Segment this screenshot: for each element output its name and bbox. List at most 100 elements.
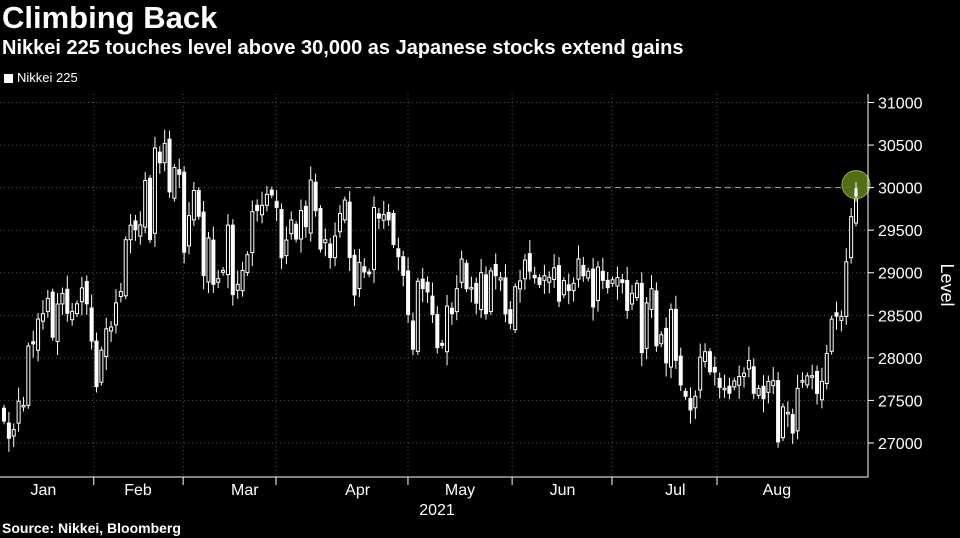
candle-body-up	[109, 326, 114, 332]
candle-body-down	[557, 265, 562, 302]
candle-body-up	[498, 277, 503, 281]
candle-body-up	[649, 288, 654, 310]
candle-body-up	[756, 387, 761, 396]
candle-body-down	[65, 288, 70, 314]
candle	[600, 257, 605, 289]
candle	[79, 276, 84, 316]
candle-body-up	[839, 315, 844, 321]
candle	[722, 374, 727, 399]
candle	[615, 266, 620, 300]
candle	[118, 283, 123, 303]
candle	[123, 236, 128, 300]
candle	[449, 302, 454, 325]
candle	[323, 228, 328, 257]
candle-body-up	[152, 147, 157, 234]
candle-body-down	[376, 213, 381, 219]
candle-body-up	[123, 239, 128, 297]
candle	[143, 171, 148, 233]
candle-body-down	[790, 414, 795, 434]
candle-body-up	[795, 387, 800, 432]
y-tick-label: 27000	[878, 436, 923, 453]
candle	[557, 257, 562, 308]
candle-body-down	[605, 279, 610, 289]
candle-body-up	[260, 204, 265, 216]
candle	[16, 387, 21, 432]
candle	[99, 346, 104, 386]
candle-body-down	[313, 181, 318, 212]
candle-body-up	[703, 351, 708, 362]
candle-body-down	[133, 220, 138, 231]
legend: Nikkei 225	[4, 70, 78, 86]
candle-body-up	[240, 269, 245, 292]
candle-body-up	[522, 259, 527, 280]
candle-body-down	[751, 366, 756, 394]
candle-body-up	[79, 287, 84, 303]
candle	[698, 343, 703, 399]
candle	[440, 339, 445, 349]
candle-body-down	[406, 270, 411, 316]
candle	[406, 257, 411, 324]
candle-body-down	[1, 407, 7, 422]
candle	[532, 266, 537, 284]
candle	[683, 387, 688, 400]
candle-body-up	[561, 280, 566, 296]
candle	[785, 401, 790, 427]
candle-body-down	[274, 200, 279, 208]
candle-body-up	[225, 224, 230, 276]
candle	[186, 202, 192, 255]
candle-body-down	[435, 314, 440, 349]
x-tick-label: Aug	[763, 482, 791, 499]
candle	[342, 196, 347, 224]
candle	[459, 250, 464, 289]
candle	[260, 191, 265, 224]
candle-body-up	[819, 380, 824, 401]
candle-body-up	[771, 380, 776, 387]
candle	[211, 226, 216, 293]
candle	[391, 210, 396, 248]
candle	[70, 302, 75, 326]
candle	[235, 270, 240, 299]
candle	[294, 220, 299, 243]
candle-body-up	[698, 356, 703, 391]
candle-body-down	[201, 211, 206, 277]
candle-body-down	[157, 151, 162, 164]
candle-body-down	[196, 190, 201, 217]
candle-body-down	[493, 263, 498, 277]
candle	[1, 404, 7, 425]
candle	[50, 288, 55, 341]
candle-body-down	[84, 280, 89, 305]
y-tick-label: 29500	[878, 223, 923, 240]
candle	[737, 365, 742, 399]
candle	[561, 277, 566, 299]
candle	[527, 240, 532, 280]
candle	[172, 164, 177, 202]
candle	[503, 264, 508, 323]
candle-body-up	[630, 292, 635, 305]
candle	[610, 276, 615, 287]
candle	[318, 205, 323, 253]
candle	[707, 348, 712, 376]
candle	[167, 130, 172, 198]
candle-body-up	[844, 261, 849, 317]
candle	[771, 367, 776, 395]
candle	[328, 238, 333, 269]
candle-body-down	[620, 279, 625, 284]
candle-body-up	[55, 303, 60, 343]
candle-body-up	[216, 278, 221, 283]
candle	[89, 294, 94, 350]
x-tick-label: Mar	[231, 482, 259, 499]
candle-body-up	[172, 167, 177, 199]
candle	[815, 365, 820, 405]
candle	[766, 375, 771, 404]
candle	[45, 289, 50, 318]
candle	[94, 332, 99, 393]
candle	[240, 261, 245, 297]
candle	[649, 275, 654, 318]
candle-body-up	[445, 305, 450, 353]
candle	[372, 196, 377, 284]
candle	[201, 200, 206, 290]
candle-body-down	[654, 290, 659, 347]
candle	[191, 182, 196, 226]
candle	[109, 321, 114, 343]
candle-body-up	[36, 318, 41, 351]
